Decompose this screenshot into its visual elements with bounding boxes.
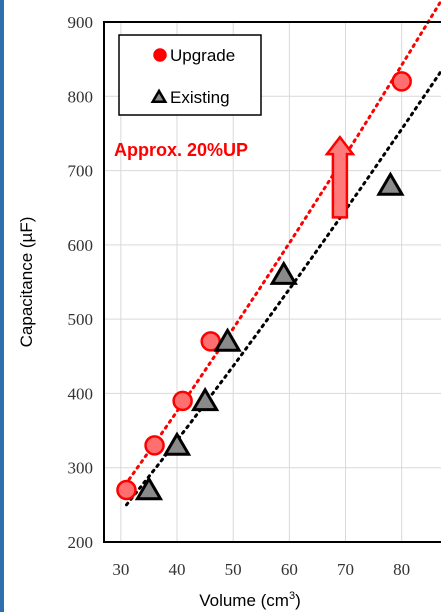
legend-box [118,34,262,116]
point-existing [162,431,192,456]
x-axis-title-superscript: 3 [289,590,295,602]
y-tick-label: 900 [68,13,94,32]
annotation-text: Approx. 20%UP [114,140,248,160]
y-tick-label: 700 [68,162,94,181]
x-tick-label: 30 [112,560,129,579]
x-tick-label: 40 [169,560,186,579]
y-tick-label: 400 [68,384,94,403]
legend-label-existing: Existing [170,88,230,107]
legend-label-upgrade: Upgrade [170,46,235,65]
point-upgrade [391,71,412,92]
data-points [116,71,412,501]
y-tick-label: 200 [68,533,94,552]
trend-line-upgrade [119,0,441,493]
y-tick-label: 800 [68,87,94,106]
point-upgrade [116,479,137,501]
y-tick-label: 500 [68,310,94,329]
point-existing [376,171,405,196]
x-tick-label: 70 [337,560,354,579]
annotation-arrow [324,135,356,219]
x-tick-label: 50 [225,560,242,579]
annotation-group: Approx. 20%UP [114,135,356,219]
point-existing [190,386,220,412]
x-tick-label: 80 [393,560,410,579]
x-axis-title: Volume (cm3) [199,590,301,610]
legend-marker-existing [150,88,168,104]
point-existing [213,327,242,352]
point-existing [269,260,298,285]
legend-marker-upgrade [153,48,167,62]
point-upgrade [144,435,165,456]
tick-labels: 200 300 400 500 600 700 800 900 30 40 50 60 70 80 [68,13,411,579]
plot-area [103,21,441,543]
point-existing [134,476,164,501]
x-axis-title-suffix: ) [295,591,301,610]
y-tick-label: 600 [68,236,94,255]
left-edge-strip [0,0,4,612]
y-tick-label: 300 [68,459,94,478]
x-tick-label: 60 [281,560,298,579]
y-axis-title: Capacitance (µF) [17,217,36,348]
x-axis-title-text: Volume (cm [199,591,289,610]
point-upgrade [172,390,193,412]
legend: Upgrade Existing [118,34,262,116]
